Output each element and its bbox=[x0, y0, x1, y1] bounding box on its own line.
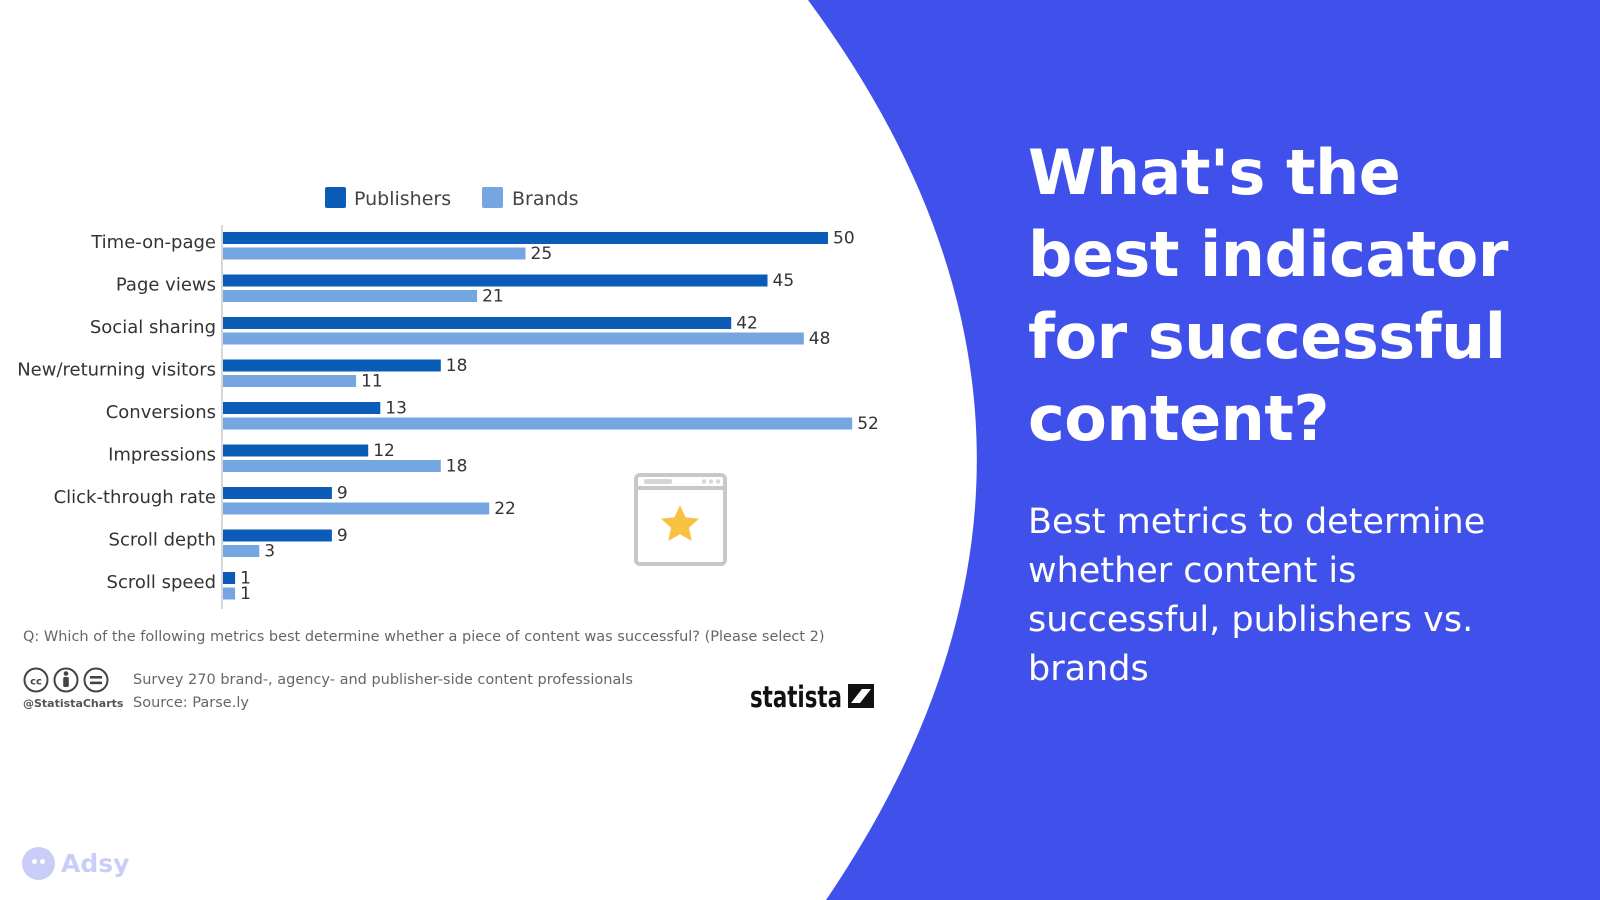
chart-question: Q: Which of the following metrics best d… bbox=[23, 629, 825, 645]
value-label-publishers-page-views: 45 bbox=[773, 271, 795, 291]
right-panel-shape bbox=[808, 0, 1600, 900]
bar-brands-impressions bbox=[223, 460, 441, 472]
adsy-logo-text: Adsy bbox=[61, 848, 130, 878]
legend-label-brands: Brands bbox=[512, 188, 579, 210]
survey-note: Survey 270 brand-, agency- and publisher… bbox=[133, 672, 633, 688]
value-label-brands-social-sharing: 48 bbox=[809, 329, 831, 349]
chart-legend: Publishers Brands bbox=[325, 187, 579, 210]
chart-bars: Time-on-page 50 25 Page views 45 21 Social sha… bbox=[17, 229, 879, 605]
bar-brands-page-views bbox=[223, 290, 478, 302]
category-label-scroll-speed: Scroll speed bbox=[107, 572, 216, 593]
bar-brands-time-on-page bbox=[223, 247, 526, 260]
value-label-publishers-impressions: 12 bbox=[373, 441, 395, 461]
value-label-brands-click-through-rate: 22 bbox=[494, 499, 516, 519]
statista-logo: statista bbox=[750, 680, 874, 714]
bar-publishers-page-views bbox=[223, 274, 768, 287]
category-label-scroll-depth: Scroll depth bbox=[109, 530, 216, 551]
page-headline: What's the best indicator for successful… bbox=[1028, 136, 1508, 455]
value-label-publishers-conversions: 13 bbox=[385, 399, 407, 419]
page-subheadline: Best metrics to determine whether conten… bbox=[1028, 502, 1486, 689]
bar-brands-scroll-speed bbox=[223, 587, 236, 600]
value-label-publishers-scroll-speed: 1 bbox=[240, 569, 251, 589]
bar-publishers-scroll-speed bbox=[223, 572, 236, 584]
equals-icon bbox=[83, 667, 109, 693]
value-label-brands-impressions: 18 bbox=[446, 457, 468, 477]
legend-swatch-brands bbox=[482, 187, 503, 208]
browser-star-icon bbox=[634, 473, 727, 566]
category-label-conversions: Conversions bbox=[106, 402, 216, 423]
legend-swatch-publishers bbox=[325, 187, 346, 208]
value-label-brands-new-returning-visitors: 11 bbox=[361, 372, 383, 392]
category-label-time-on-page: Time-on-page bbox=[90, 232, 216, 253]
value-label-brands-scroll-depth: 3 bbox=[264, 542, 275, 562]
bar-publishers-click-through-rate bbox=[223, 487, 332, 499]
category-label-page-views: Page views bbox=[116, 275, 216, 296]
license-icons: cc bbox=[23, 667, 109, 693]
bar-brands-new-returning-visitors bbox=[223, 375, 357, 387]
bar-publishers-new-returning-visitors bbox=[223, 359, 441, 372]
person-icon bbox=[53, 667, 79, 693]
bar-brands-social-sharing bbox=[223, 332, 804, 345]
adsy-watermark: Adsy bbox=[22, 846, 129, 880]
category-label-impressions: Impressions bbox=[108, 445, 216, 466]
legend-label-publishers: Publishers bbox=[354, 188, 451, 210]
bar-publishers-conversions bbox=[223, 402, 381, 414]
bar-publishers-social-sharing bbox=[223, 317, 732, 329]
value-label-brands-page-views: 21 bbox=[482, 287, 504, 307]
value-label-publishers-social-sharing: 42 bbox=[736, 314, 758, 334]
value-label-publishers-time-on-page: 50 bbox=[833, 229, 855, 249]
bar-publishers-time-on-page bbox=[223, 232, 828, 244]
bar-publishers-scroll-depth bbox=[223, 529, 332, 542]
value-label-publishers-new-returning-visitors: 18 bbox=[446, 356, 468, 376]
source-note: Source: Parse.ly bbox=[133, 695, 249, 711]
category-label-new-returning-visitors: New/returning visitors bbox=[17, 360, 216, 381]
cc-icon: cc bbox=[23, 667, 49, 693]
value-label-publishers-click-through-rate: 9 bbox=[337, 484, 348, 504]
svg-text:cc: cc bbox=[30, 677, 42, 688]
statista-logo-mark-icon bbox=[848, 684, 874, 708]
category-label-social-sharing: Social sharing bbox=[90, 317, 216, 338]
value-label-brands-conversions: 52 bbox=[857, 414, 879, 434]
category-label-click-through-rate: Click-through rate bbox=[54, 487, 216, 508]
adsy-logo-icon bbox=[22, 846, 55, 880]
statista-credit: @StatistaCharts bbox=[23, 697, 124, 710]
statista-logo-text: statista bbox=[750, 680, 842, 714]
bar-brands-scroll-depth bbox=[223, 545, 260, 557]
bar-brands-conversions bbox=[223, 417, 853, 430]
star-icon bbox=[661, 505, 699, 541]
value-label-publishers-scroll-depth: 9 bbox=[337, 526, 348, 546]
value-label-brands-time-on-page: 25 bbox=[531, 244, 553, 264]
bar-publishers-impressions bbox=[223, 444, 369, 457]
value-label-brands-scroll-speed: 1 bbox=[240, 584, 251, 604]
bar-brands-click-through-rate bbox=[223, 502, 490, 515]
